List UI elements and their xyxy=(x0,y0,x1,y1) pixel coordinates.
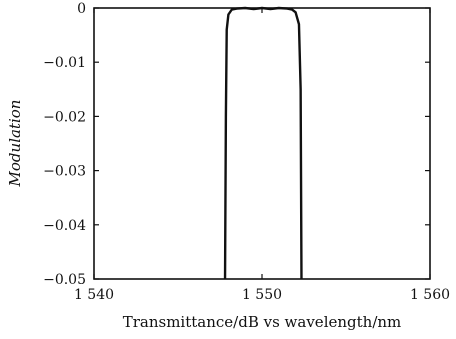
y-tick-label: 0 xyxy=(77,1,86,17)
y-tick-label: −0.04 xyxy=(43,218,86,234)
y-axis-label: Modulation xyxy=(6,100,24,188)
y-tick-label: −0.03 xyxy=(43,164,86,180)
x-tick-label: 1 550 xyxy=(242,287,282,303)
plot-frame xyxy=(93,7,431,280)
x-axis-ticks: 1 540 1 550 1 560 xyxy=(74,8,450,303)
y-tick-label: −0.05 xyxy=(43,272,86,288)
x-tick-label: 1 540 xyxy=(74,287,114,303)
series-layer xyxy=(223,6,303,280)
x-tick-label: 1 560 xyxy=(410,287,450,303)
y-tick-label: −0.02 xyxy=(43,109,86,125)
y-tick-label: −0.01 xyxy=(43,55,86,71)
series-line xyxy=(223,6,303,280)
x-axis-label: Transmittance/dB vs wavelength/nm xyxy=(123,313,402,331)
y-axis-ticks: 0 −0.01 −0.02 −0.03 −0.04 −0.05 xyxy=(43,1,430,288)
